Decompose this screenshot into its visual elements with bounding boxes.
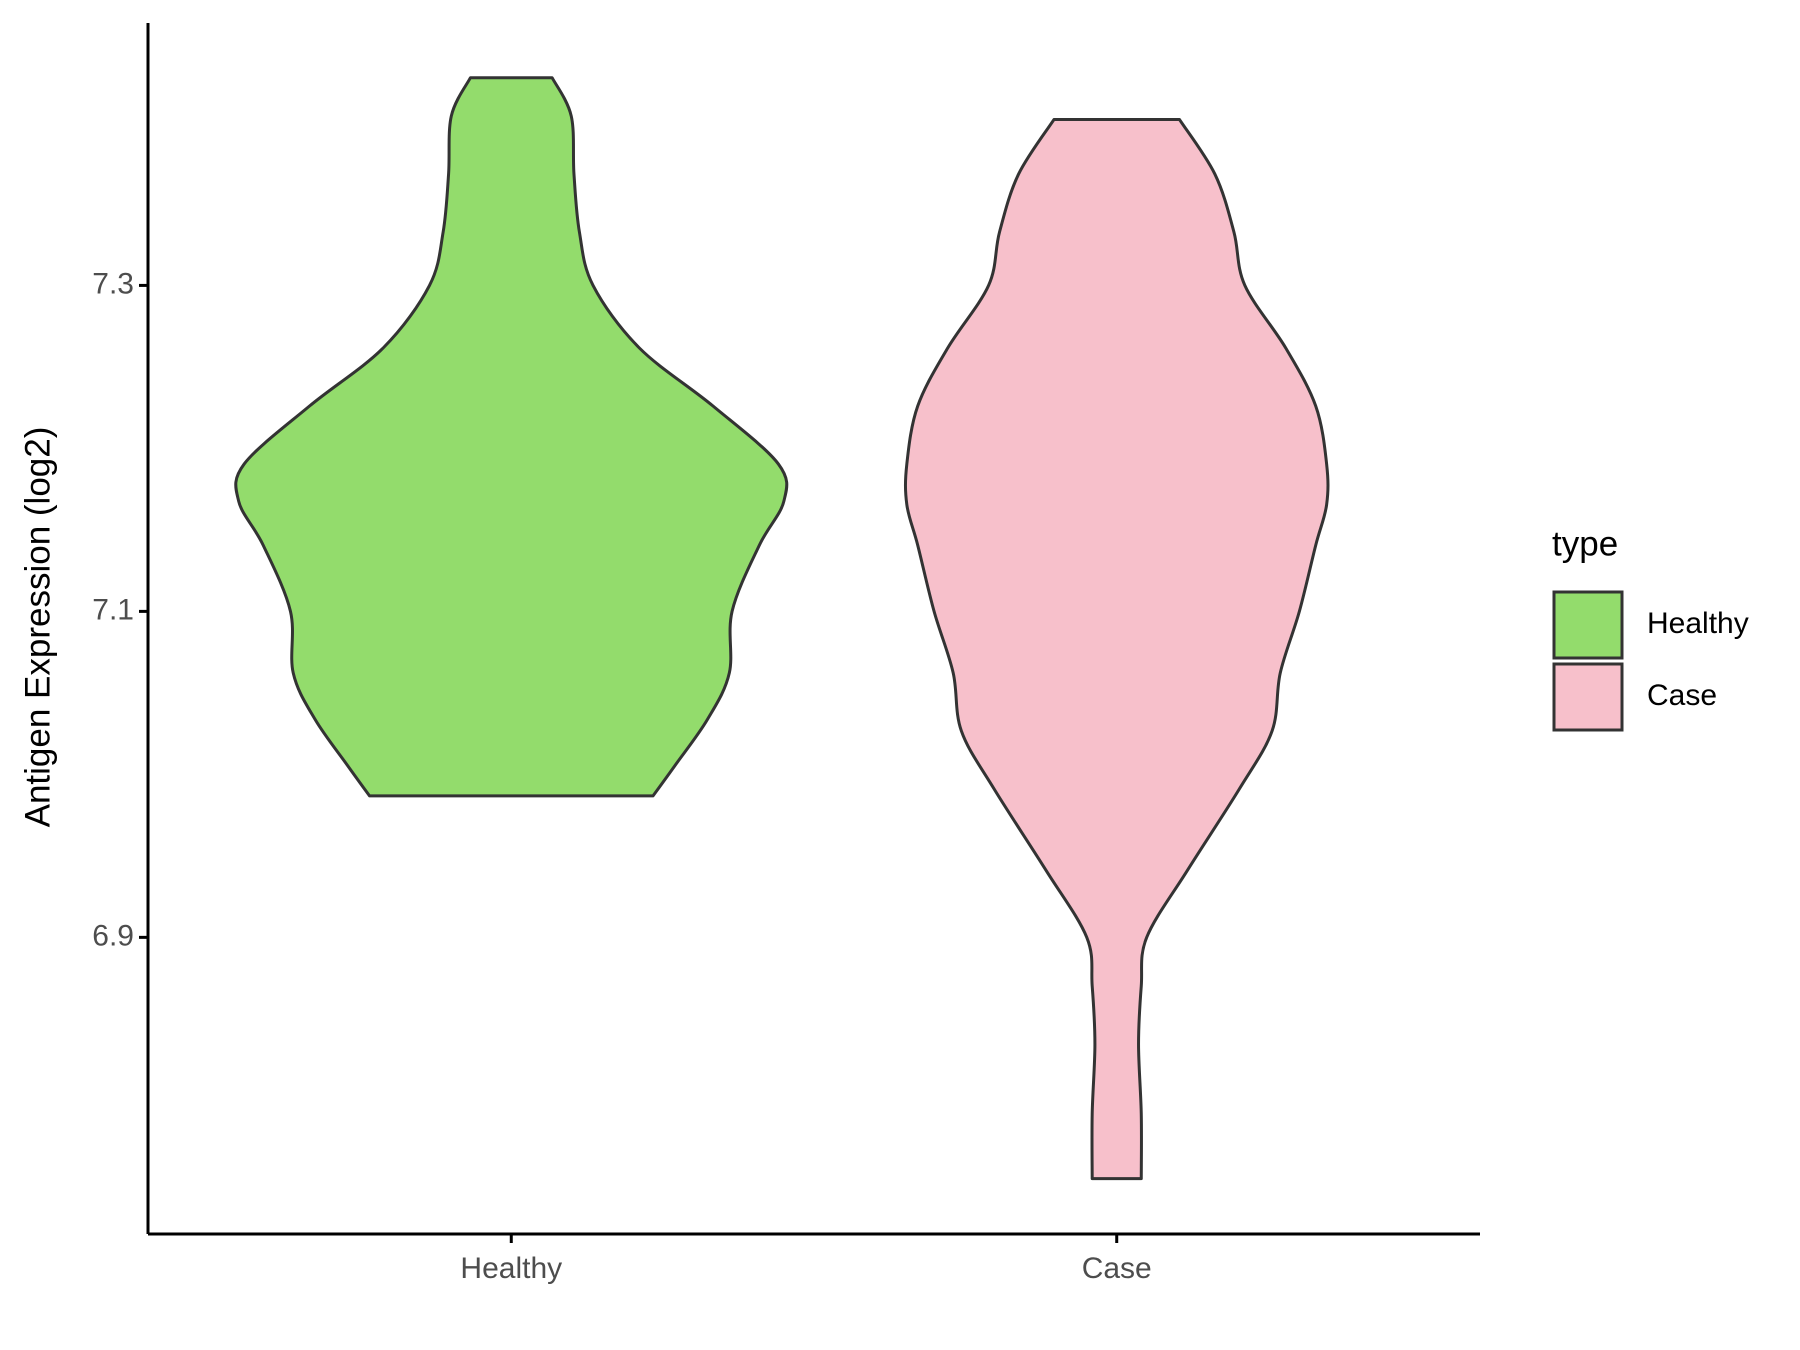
y-tick-label: 6.9 <box>92 919 134 952</box>
violin <box>903 117 1330 1181</box>
violin <box>234 76 789 798</box>
legend-label: Case <box>1647 679 1717 712</box>
y-axis-title: Antigen Expression (log2) <box>18 427 57 828</box>
y-tick-label: 7.3 <box>92 267 134 300</box>
y-tick-label: 7.1 <box>92 593 134 626</box>
legend-key <box>1552 590 1624 660</box>
legend-title: type <box>1552 524 1618 563</box>
x-tick-label: Healthy <box>460 1252 562 1285</box>
legend-label: Healthy <box>1647 607 1749 640</box>
legend-key <box>1552 662 1624 732</box>
x-tick-label: Case <box>1082 1252 1152 1285</box>
